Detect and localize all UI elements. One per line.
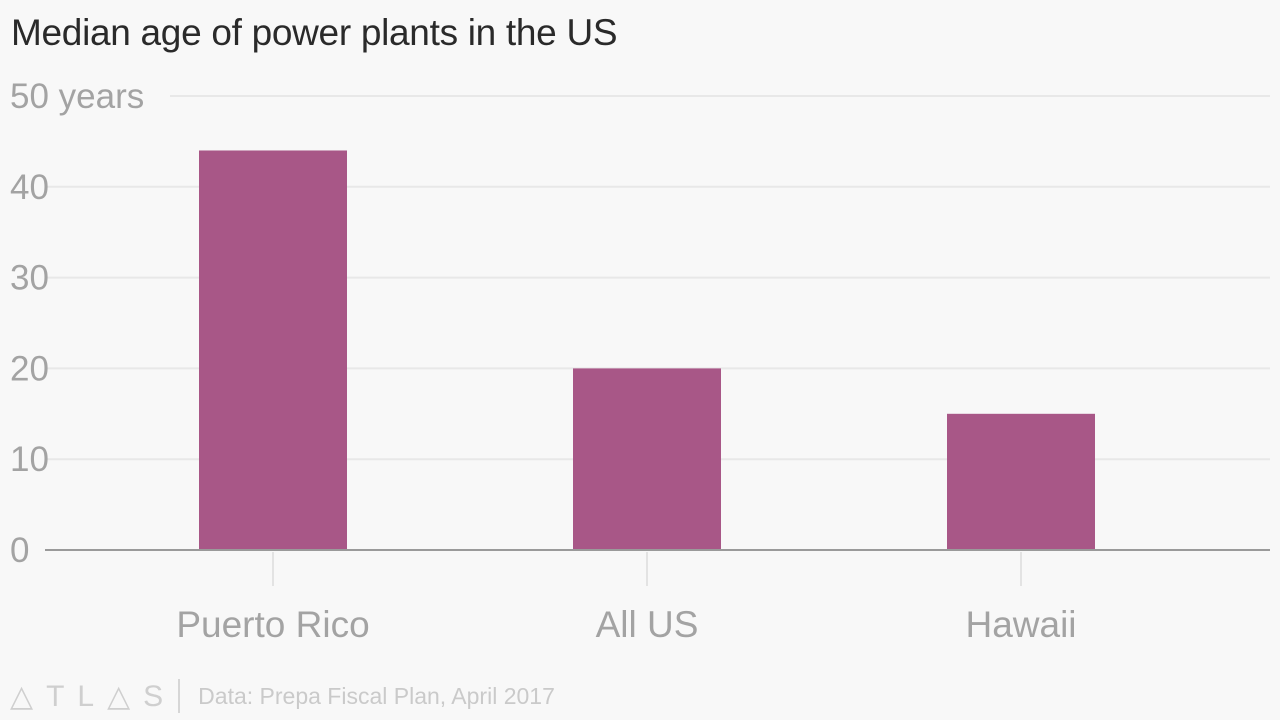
chart-title: Median age of power plants in the US [11, 12, 618, 53]
x-tick-label: All US [596, 604, 699, 645]
bar-hawaii [947, 413, 1095, 550]
y-tick-label: 10 [10, 440, 49, 479]
x-tick-label: Puerto Rico [176, 604, 369, 645]
y-tick-label: 0 [10, 531, 29, 570]
bar-puerto-rico [199, 150, 347, 551]
source-note: Data: Prepa Fiscal Plan, April 2017 [198, 682, 555, 709]
y-tick-label: 50 years [10, 77, 144, 116]
bar-all-us [573, 368, 721, 550]
footer: △TL△S Data: Prepa Fiscal Plan, April 201… [10, 678, 555, 714]
x-tick-label: Hawaii [965, 604, 1076, 645]
y-tick-label: 30 [10, 259, 49, 298]
atlas-logo: △TL△S [10, 679, 177, 713]
footer-divider [178, 679, 181, 713]
y-tick-label: 40 [10, 168, 49, 207]
y-tick-label: 20 [10, 349, 49, 388]
